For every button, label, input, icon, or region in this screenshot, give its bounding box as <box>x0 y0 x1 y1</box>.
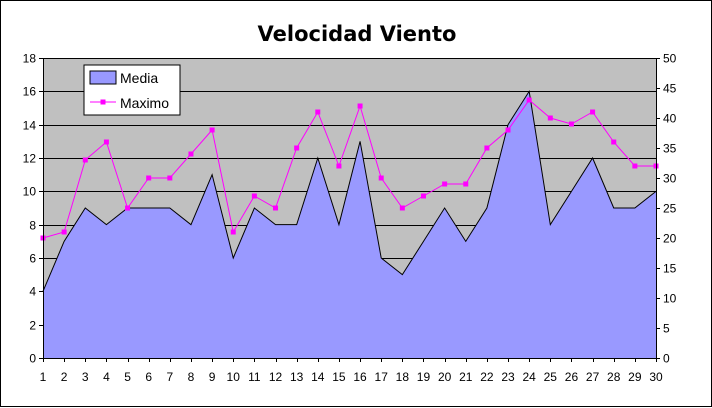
maximo-point <box>167 175 173 181</box>
maximo-point <box>463 181 469 187</box>
x-tick-label: 22 <box>480 370 494 384</box>
maximo-point <box>590 109 596 115</box>
x-tick-label: 13 <box>290 370 304 384</box>
right-tick-label: 40 <box>663 112 677 126</box>
x-tick-label: 2 <box>61 370 68 384</box>
x-tick-label: 18 <box>396 370 410 384</box>
right-tick-label: 45 <box>663 82 677 96</box>
maximo-point <box>82 157 88 163</box>
maximo-point <box>399 205 405 211</box>
x-tick-label: 17 <box>375 370 389 384</box>
right-tick-label: 30 <box>663 172 677 186</box>
maximo-point <box>442 181 448 187</box>
x-tick-label: 14 <box>311 370 325 384</box>
maximo-point <box>611 139 617 145</box>
left-tick-label: 0 <box>29 352 36 366</box>
maximo-point <box>125 205 131 211</box>
left-tick-label: 8 <box>29 219 36 233</box>
maximo-point <box>315 109 321 115</box>
x-tick-label: 12 <box>269 370 283 384</box>
right-tick-label: 25 <box>663 202 677 216</box>
x-tick-label: 3 <box>82 370 89 384</box>
maximo-line-layer <box>40 97 659 241</box>
left-tick-label: 12 <box>23 152 37 166</box>
maximo-point <box>146 175 152 181</box>
x-tick-label: 19 <box>417 370 431 384</box>
maximo-point <box>484 145 490 151</box>
maximo-point <box>547 115 553 121</box>
right-tick-label: 0 <box>663 352 670 366</box>
maximo-point <box>336 163 342 169</box>
x-tick-label: 27 <box>586 370 600 384</box>
x-tick-label: 7 <box>166 370 173 384</box>
x-tick-label: 15 <box>332 370 346 384</box>
maximo-point <box>378 175 384 181</box>
left-tick-label: 18 <box>23 52 37 66</box>
x-tick-label: 21 <box>459 370 473 384</box>
legend: Media Maximo <box>83 64 181 116</box>
x-tick-label: 26 <box>565 370 579 384</box>
media-area <box>43 91 656 358</box>
x-tick-label: 4 <box>103 370 110 384</box>
maximo-point <box>273 205 279 211</box>
maximo-point <box>230 229 236 235</box>
right-tick-label: 15 <box>663 262 677 276</box>
maximo-point <box>61 229 67 235</box>
right-tick-label: 10 <box>663 292 677 306</box>
x-tick-label: 28 <box>607 370 621 384</box>
legend-maximo-label: Maximo <box>120 95 169 111</box>
x-tick-label: 10 <box>227 370 241 384</box>
x-tick-label: 16 <box>353 370 367 384</box>
legend-maximo-marker <box>100 99 106 105</box>
maximo-point <box>526 97 532 103</box>
x-tick-label: 8 <box>188 370 195 384</box>
x-tick-label: 5 <box>124 370 131 384</box>
left-tick-label: 6 <box>29 252 36 266</box>
right-tick-label: 5 <box>663 322 670 336</box>
x-tick-label: 24 <box>522 370 536 384</box>
maximo-point <box>188 151 194 157</box>
x-tick-label: 25 <box>544 370 558 384</box>
maximo-point <box>209 127 215 133</box>
x-tick-label: 11 <box>248 370 261 384</box>
left-tick-label: 14 <box>23 119 37 133</box>
maximo-point <box>505 127 511 133</box>
right-tick-label: 35 <box>663 142 677 156</box>
media-area-layer <box>42 89 657 358</box>
left-tick-label: 4 <box>29 285 36 299</box>
maximo-point <box>294 145 300 151</box>
maximo-point <box>103 139 109 145</box>
right-tick-label: 50 <box>663 52 677 66</box>
maximo-point <box>568 121 574 127</box>
left-tick-label: 16 <box>23 85 37 99</box>
x-tick-label: 30 <box>649 370 663 384</box>
right-tick-label: 20 <box>663 232 677 246</box>
maximo-point <box>357 103 363 109</box>
media-area-outline <box>42 89 657 292</box>
x-tick-label: 6 <box>145 370 152 384</box>
x-tick-label: 23 <box>501 370 515 384</box>
x-tick-label: 9 <box>209 370 216 384</box>
maximo-point <box>632 163 638 169</box>
x-tick-label: 1 <box>40 370 47 384</box>
legend-media-swatch <box>89 70 117 85</box>
x-tick-label: 20 <box>438 370 452 384</box>
x-tick-label: 29 <box>628 370 642 384</box>
maximo-point <box>420 193 426 199</box>
legend-media-label: Media <box>120 70 158 86</box>
chart-title: Velocidad Viento <box>258 22 457 46</box>
left-tick-label: 10 <box>23 185 37 199</box>
maximo-point <box>251 193 257 199</box>
maximo-line <box>42 99 656 239</box>
left-tick-label: 2 <box>29 319 36 333</box>
